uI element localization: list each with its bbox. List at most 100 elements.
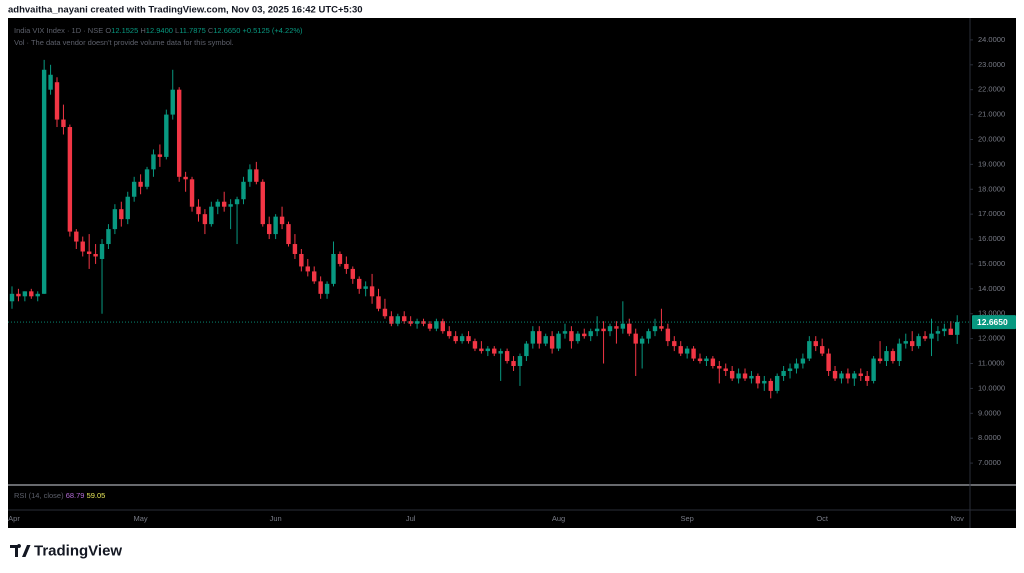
- x-tick-label: Oct: [816, 514, 829, 523]
- candle-body: [29, 291, 34, 297]
- chart-area: [8, 18, 1016, 528]
- candle-body: [472, 341, 478, 349]
- candle-body: [588, 331, 593, 337]
- rsi-legend: RSI (14, close) 68.79 59.05: [14, 491, 105, 500]
- candle-body: [723, 368, 728, 371]
- candle-body: [357, 278, 362, 289]
- candle-body: [189, 179, 195, 207]
- y-tick-label: 13.0000: [978, 309, 1005, 318]
- y-tick-label: 11.0000: [978, 359, 1005, 368]
- y-tick-label: 10.0000: [978, 383, 1005, 392]
- candle-body: [144, 169, 150, 187]
- y-tick-label: 21.0000: [978, 110, 1005, 119]
- candle-body: [755, 375, 761, 384]
- y-tick-label: 18.0000: [978, 184, 1005, 193]
- candle-body: [729, 370, 735, 379]
- candle-body: [813, 341, 818, 347]
- candle-body: [221, 201, 227, 207]
- candle-body: [324, 283, 330, 294]
- y-tick-label: 14.0000: [978, 284, 1005, 293]
- y-tick-label: 19.0000: [978, 159, 1005, 168]
- logo-icon: [10, 544, 31, 557]
- rsi-value: 59.05: [87, 491, 106, 500]
- candle-body: [787, 368, 793, 371]
- candle-body: [620, 323, 626, 329]
- y-tick-label: 12.0000: [978, 334, 1005, 343]
- candle-body: [305, 266, 310, 272]
- candle-body: [267, 224, 272, 235]
- candle-body: [646, 331, 651, 339]
- y-tick-label: 7.0000: [978, 458, 1001, 467]
- candle-body: [704, 358, 709, 362]
- candle-body: [99, 244, 105, 259]
- candle-body: [440, 321, 446, 332]
- candle-body: [832, 370, 838, 379]
- candle-body: [537, 331, 542, 344]
- candle-body: [119, 209, 124, 220]
- candle-body: [151, 154, 156, 170]
- candle-body: [35, 293, 40, 297]
- candle-body: [517, 356, 523, 367]
- legend-key: H: [140, 26, 145, 35]
- candle-body: [138, 181, 143, 187]
- candle-body: [601, 328, 606, 332]
- candle-body: [633, 333, 638, 344]
- candle-body: [54, 82, 60, 120]
- volume-note: Vol · The data vendor doesn't provide vo…: [14, 38, 234, 47]
- candle-body: [485, 348, 491, 352]
- candle-body: [318, 281, 323, 294]
- candle-body: [652, 326, 658, 332]
- candle-body: [864, 375, 870, 381]
- y-tick-label: 17.0000: [978, 209, 1005, 218]
- candle-body: [504, 351, 510, 362]
- candle-body: [447, 331, 452, 337]
- candle-body: [376, 296, 381, 309]
- candle-body: [594, 328, 600, 332]
- candle-body: [80, 241, 85, 252]
- candle-body: [247, 169, 253, 182]
- candle-body: [556, 333, 561, 349]
- candle-body: [202, 214, 208, 225]
- candle-body: [395, 316, 400, 324]
- candle-body: [627, 323, 632, 334]
- candle-body: [106, 229, 111, 245]
- y-tick-label: 24.0000: [978, 35, 1005, 44]
- candle-body: [749, 375, 754, 379]
- candle-body: [948, 328, 953, 335]
- legend-value: 12.9400: [146, 26, 173, 35]
- candle-body: [67, 127, 73, 232]
- candle-body: [479, 348, 484, 352]
- candle-body: [569, 331, 574, 342]
- candle-body: [337, 253, 343, 264]
- candle-body: [41, 69, 47, 294]
- candle-body: [916, 336, 921, 347]
- candle-body: [794, 363, 799, 369]
- candle-body: [74, 231, 79, 242]
- candle-body: [286, 224, 291, 245]
- candle-body: [511, 361, 516, 367]
- candle-body: [241, 181, 246, 200]
- candle-body: [897, 343, 902, 362]
- candle-body: [736, 373, 741, 379]
- candle-body: [16, 293, 21, 297]
- y-tick-label: 15.0000: [978, 259, 1005, 268]
- candle-body: [414, 321, 420, 324]
- rsi-value: 68.79: [66, 491, 85, 500]
- candle-body: [389, 316, 394, 324]
- candle-body: [582, 333, 587, 337]
- candle-body: [678, 346, 683, 354]
- candle-body: [183, 176, 188, 180]
- candle-body: [929, 333, 934, 339]
- candle-body: [903, 341, 908, 344]
- legend-key: L: [175, 26, 179, 35]
- candle-body: [196, 206, 201, 215]
- candle-body: [614, 326, 619, 329]
- candle-body: [877, 358, 883, 362]
- candle-body: [659, 326, 664, 329]
- x-tick-label: Jul: [406, 514, 416, 523]
- candle-body: [955, 322, 960, 335]
- candle-body: [717, 366, 722, 369]
- x-tick-label: Apr: [8, 514, 20, 523]
- candle-body: [93, 253, 98, 257]
